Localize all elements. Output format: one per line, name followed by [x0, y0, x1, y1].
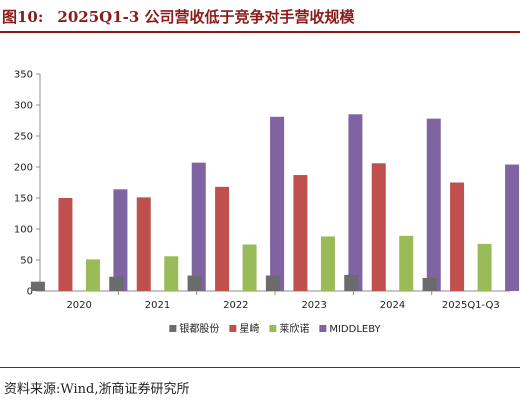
- bar-1-2022: [187, 275, 202, 291]
- figure-title: 2025Q1-3 公司营收低于竞争对手营收规模: [57, 7, 355, 26]
- bar-2-2024: [371, 163, 386, 291]
- bar-1-2023: [265, 275, 280, 291]
- bar-3-2025Q1-Q3: [477, 243, 492, 291]
- bar-1-2021: [109, 276, 124, 291]
- source-note: 资料来源:Wind,浙商证券研究所: [4, 382, 190, 397]
- y-tick-label: 350: [14, 70, 33, 81]
- legend-swatch: [319, 325, 327, 332]
- x-tick-label: 2023: [301, 300, 326, 311]
- bar-4-2024: [426, 118, 441, 291]
- bar-1-2020: [30, 281, 45, 291]
- title-divider: [0, 31, 520, 33]
- y-tick-label: 0: [27, 287, 33, 298]
- y-tick-label: 200: [14, 163, 33, 174]
- figure-header: 图10: 2025Q1-3 公司营收低于竞争对手营收规模: [2, 4, 518, 28]
- x-tick-label: 2021: [145, 300, 170, 311]
- bar-chart: 0 50 100 150 200 250 300 350 2020 2021 2022 2023 202…: [14, 70, 520, 335]
- legend-swatch: [229, 325, 237, 332]
- legend-label: 莱欣诺: [279, 322, 309, 335]
- y-tick-label: 250: [14, 132, 33, 143]
- legend-label: 银都股份: [179, 322, 219, 335]
- source-divider: [0, 367, 520, 368]
- x-tick-label: 2025Q1-Q3: [442, 300, 500, 311]
- bar-1-2025Q1-Q3: [422, 277, 437, 291]
- bar-2-2023: [293, 175, 308, 291]
- legend-swatch: [169, 325, 177, 332]
- figure-number: 图10:: [2, 7, 44, 26]
- bar-4-2025Q1-Q3: [505, 164, 520, 291]
- bar-3-2024: [399, 235, 414, 291]
- x-tick-label: 2022: [223, 300, 248, 311]
- bar-3-2022: [242, 244, 257, 291]
- bar-2-2021: [136, 197, 151, 291]
- y-tick-label: 50: [20, 256, 33, 267]
- bar-3-2023: [320, 236, 335, 291]
- bar-3-2020: [85, 259, 100, 291]
- bar-4-2022: [270, 116, 285, 291]
- y-tick-label: 300: [14, 101, 33, 112]
- x-tick-label: 2020: [66, 300, 91, 311]
- bar-2-2022: [215, 186, 230, 291]
- chart-area: 0 50 100 150 200 250 300 350 2020 2021 2022 2023 202…: [0, 60, 520, 340]
- bar-4-2021: [191, 162, 206, 291]
- bar-4-2023: [348, 114, 363, 291]
- legend-label: MIDDLEBY: [329, 324, 381, 335]
- y-tick-label: 100: [14, 225, 33, 236]
- y-tick-label: 150: [14, 194, 33, 205]
- bar-4-2020: [113, 189, 128, 291]
- legend-label: 星崎: [239, 322, 259, 335]
- x-tick-label: 2024: [380, 300, 405, 311]
- bar-3-2021: [164, 256, 179, 291]
- bar-2-2025Q1-Q3: [450, 182, 465, 291]
- bar-1-2024: [344, 274, 359, 291]
- bar-2-2020: [58, 198, 73, 291]
- legend-swatch: [269, 325, 277, 332]
